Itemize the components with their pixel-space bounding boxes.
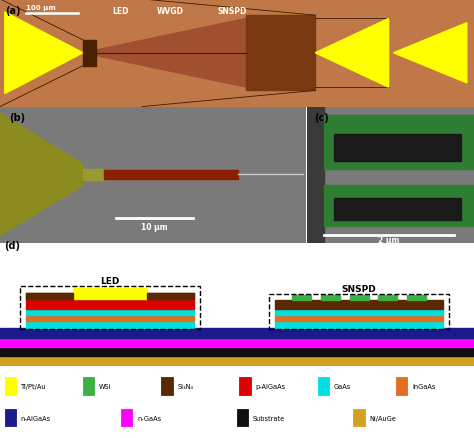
Text: 100 μm: 100 μm [26, 5, 56, 11]
Text: Ti/Pt/Au: Ti/Pt/Au [21, 383, 46, 389]
Bar [26, 293, 194, 300]
Bar [407, 296, 427, 300]
Bar [349, 296, 369, 300]
Bar [275, 315, 443, 321]
Bar [73, 288, 147, 300]
Bar [26, 309, 194, 315]
Text: WVGD: WVGD [157, 7, 184, 16]
Text: SNSPD: SNSPD [342, 284, 376, 293]
Text: (b): (b) [9, 113, 25, 123]
Bar [83, 41, 96, 67]
Bar [353, 409, 365, 427]
Bar [0, 339, 474, 347]
Text: Si₃N₄: Si₃N₄ [177, 383, 193, 389]
Bar [378, 296, 397, 300]
Bar [269, 294, 449, 330]
Bar [147, 293, 194, 300]
Text: (a): (a) [5, 6, 20, 16]
Bar [324, 186, 474, 227]
Text: GaAs: GaAs [334, 383, 351, 389]
Bar [275, 300, 443, 309]
Text: p-AlGaAs: p-AlGaAs [255, 383, 286, 389]
Bar [318, 377, 329, 395]
Text: WSi: WSi [99, 383, 111, 389]
Bar [334, 134, 461, 162]
Text: Substrate: Substrate [253, 415, 285, 421]
Text: 10 μm: 10 μm [141, 223, 168, 232]
Polygon shape [83, 19, 246, 88]
Bar [0, 356, 474, 366]
Bar [246, 16, 315, 91]
Polygon shape [0, 114, 82, 237]
Bar [0, 328, 474, 339]
Bar [275, 309, 443, 315]
Bar [5, 377, 16, 395]
Text: InGaAs: InGaAs [412, 383, 435, 389]
Bar [0, 347, 474, 356]
Text: n-GaAs: n-GaAs [137, 415, 161, 421]
Bar [5, 409, 16, 427]
Text: (c): (c) [314, 113, 328, 123]
Text: (d): (d) [4, 241, 20, 251]
Bar [82, 170, 104, 180]
Polygon shape [393, 24, 467, 84]
Bar [320, 296, 339, 300]
Text: 2 μm: 2 μm [378, 236, 400, 244]
Bar [121, 409, 132, 427]
Bar [237, 409, 248, 427]
Bar [324, 116, 474, 170]
Bar [292, 296, 311, 300]
Bar [26, 321, 194, 328]
Text: n-AlGaAs: n-AlGaAs [21, 415, 51, 421]
Bar [334, 198, 461, 220]
Bar [20, 286, 200, 330]
Text: SNSPD: SNSPD [218, 7, 247, 16]
Bar [161, 377, 173, 395]
Bar [239, 377, 251, 395]
Text: LED: LED [113, 7, 129, 16]
Bar [307, 107, 324, 243]
Bar [26, 300, 194, 309]
Text: Ni/AuGe: Ni/AuGe [369, 415, 396, 421]
Bar [275, 321, 443, 328]
Bar [26, 315, 194, 321]
Polygon shape [5, 13, 83, 95]
Polygon shape [315, 19, 389, 88]
Bar [26, 293, 73, 300]
Bar [83, 377, 94, 395]
Bar [396, 377, 407, 395]
Text: LED: LED [100, 277, 120, 286]
Bar [104, 170, 238, 179]
